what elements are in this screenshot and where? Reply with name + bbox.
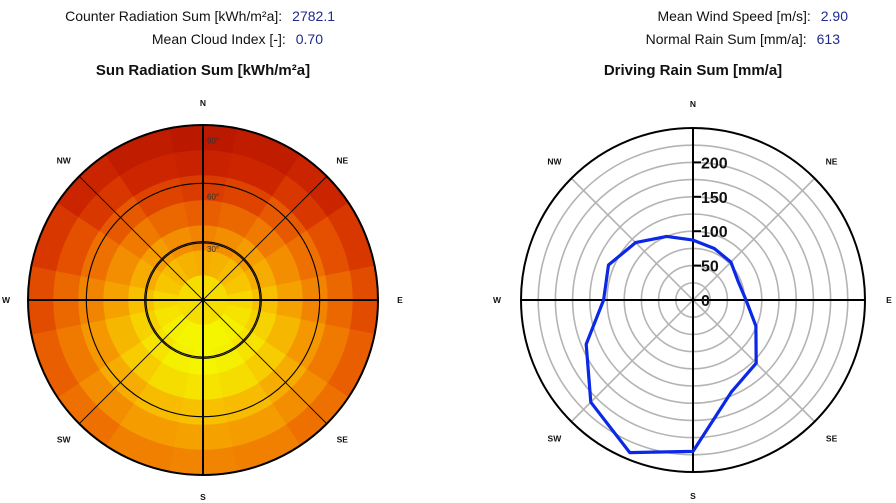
radial-tick-label: 0 (701, 293, 710, 310)
compass-label-sw: SW (548, 434, 563, 444)
compass-label-nw: NW (57, 156, 72, 166)
compass-label-n: N (200, 98, 206, 108)
driving-rain-title: Driving Rain Sum [mm/a] (603, 62, 783, 79)
compass-label-e: E (397, 295, 403, 305)
counter-radiation-stat: Counter Radiation Sum [kWh/m²a]: 2782.1 (65, 8, 335, 24)
wind-speed-label: Mean Wind Speed [m/s]: (657, 8, 811, 24)
compass-label-se: SE (337, 434, 349, 444)
counter-radiation-value: 2782.1 (292, 8, 335, 24)
compass-label-e: E (886, 295, 892, 305)
radial-tick-label: 30° (207, 245, 219, 254)
radial-tick-label: 150 (701, 190, 728, 207)
compass-label-nw: NW (547, 156, 562, 166)
normal-rain-label: Normal Rain Sum [mm/a]: (645, 31, 807, 47)
radial-tick-label: 90° (207, 137, 219, 146)
radial-tick-label: 60° (207, 193, 219, 202)
wind-speed-stat: Mean Wind Speed [m/s]: 2.90 (657, 8, 848, 24)
sun-radiation-title: Sun Radiation Sum [kWh/m²a] (95, 62, 311, 79)
wind-speed-value: 2.90 (820, 8, 848, 24)
counter-radiation-label: Counter Radiation Sum [kWh/m²a]: (65, 8, 283, 24)
radial-tick-label: 100 (701, 224, 728, 241)
compass-label-ne: NE (826, 156, 838, 166)
compass-label-w: W (493, 295, 502, 305)
compass-label-n: N (690, 99, 696, 109)
compass-label-w: W (2, 295, 11, 305)
cloud-index-label: Mean Cloud Index [-]: (151, 31, 286, 47)
radial-tick-label: 50 (701, 259, 719, 276)
normal-rain-value: 613 (816, 31, 840, 47)
radial-tick-label: 200 (701, 155, 728, 172)
compass-label-sw: SW (57, 434, 72, 444)
normal-rain-stat: Normal Rain Sum [mm/a]: 613 (646, 31, 840, 47)
compass-label-se: SE (826, 434, 838, 444)
sun-radiation-chart: 30° 60° 90° N NE E SE S SW W NW (2, 98, 403, 502)
driving-rain-line (584, 234, 758, 455)
compass-label-s: S (200, 492, 206, 502)
diagonal-axis (78, 175, 328, 425)
cloud-index-value: 0.70 (295, 31, 323, 47)
compass-label-s: S (690, 491, 696, 501)
cloud-index-stat: Mean Cloud Index [-]: 0.70 (152, 31, 323, 47)
driving-rain-chart: 0 50 100 150 200 N NE E SE S SW W NW (493, 99, 892, 501)
compass-label-ne: NE (336, 156, 348, 166)
